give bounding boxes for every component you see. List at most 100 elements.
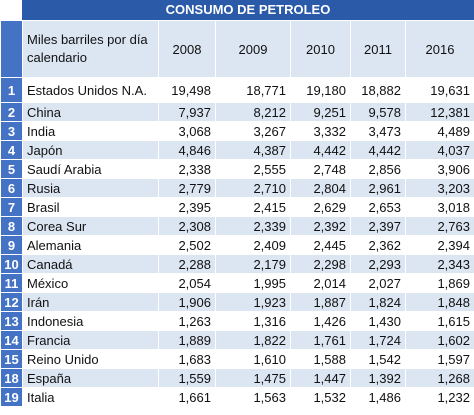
value-cell: 19,498 (158, 77, 216, 103)
rank-cell: 2 (0, 102, 23, 122)
rank-cell: 5 (0, 159, 23, 179)
value-cell: 2,395 (158, 197, 216, 217)
value-cell: 1,761 (290, 330, 351, 350)
value-cell: 2,014 (290, 273, 351, 293)
value-cell: 2,179 (215, 254, 291, 274)
value-cell: 2,804 (290, 178, 351, 198)
value-cell: 1,906 (158, 292, 216, 312)
rank-cell: 8 (0, 216, 23, 236)
name-cell: Japón (22, 140, 159, 160)
table-row: 14 Francia 1,889 1,822 1,761 1,724 1,602 (0, 330, 474, 350)
rank-cell: 6 (0, 178, 23, 198)
value-cell: 1,447 (290, 368, 351, 388)
value-cell: 2010 (290, 20, 351, 78)
table-row: 5 Saudí Arabia 2,338 2,555 2,748 2,856 3,906 (0, 159, 474, 179)
value-cell: 7,937 (158, 102, 216, 122)
value-cell: 2,710 (215, 178, 291, 198)
table-row: 19 Italia 1,661 1,563 1,532 1,486 1,232 (0, 387, 474, 407)
name-cell: Rusia (22, 178, 159, 198)
value-cell: 3,473 (350, 121, 406, 141)
value-cell: 1,610 (215, 349, 291, 369)
value-cell: 18,771 (215, 77, 291, 103)
table-row: 15 Reino Unido 1,683 1,610 1,588 1,542 1,597 (0, 349, 474, 369)
table-row: 6 Rusia 2,779 2,710 2,804 2,961 3,203 (0, 178, 474, 198)
value-cell: 4,387 (215, 140, 291, 160)
value-cell: 1,430 (350, 311, 406, 331)
value-cell: 2,392 (290, 216, 351, 236)
table-row: 3 India 3,068 3,267 3,332 3,473 4,489 (0, 121, 474, 141)
table-row: 12 Irán 1,906 1,923 1,887 1,824 1,848 (0, 292, 474, 312)
rank-cell: 12 (0, 292, 23, 312)
value-cell: 2,555 (215, 159, 291, 179)
value-cell: 2,445 (290, 235, 351, 255)
value-cell: 18,882 (350, 77, 406, 103)
value-cell: 1,923 (215, 292, 291, 312)
rank-cell: 11 (0, 273, 23, 293)
name-cell: Saudí Arabia (22, 159, 159, 179)
name-cell: Indonesia (22, 311, 159, 331)
name-cell: México (22, 273, 159, 293)
value-cell: 3,018 (405, 197, 474, 217)
value-cell: 2,502 (158, 235, 216, 255)
value-cell: 1,232 (405, 387, 474, 407)
value-cell: 2,339 (215, 216, 291, 236)
value-cell: 2,763 (405, 216, 474, 236)
value-cell: 1,486 (350, 387, 406, 407)
value-cell: 3,906 (405, 159, 474, 179)
value-cell: 2,961 (350, 178, 406, 198)
value-cell: 12,381 (405, 102, 474, 122)
value-cell: 1,563 (215, 387, 291, 407)
value-cell: 2,397 (350, 216, 406, 236)
value-cell: 1,824 (350, 292, 406, 312)
name-cell: Francia (22, 330, 159, 350)
table-row: 18 España 1,559 1,475 1,447 1,392 1,268 (0, 368, 474, 388)
value-cell: 2008 (158, 20, 216, 78)
table-row: 10 Canadá 2,288 2,179 2,298 2,293 2,343 (0, 254, 474, 274)
rank-cell: 4 (0, 140, 23, 160)
value-cell: 2,293 (350, 254, 406, 274)
name-cell: Brasil (22, 197, 159, 217)
value-cell: 1,559 (158, 368, 216, 388)
value-cell: 1,475 (215, 368, 291, 388)
value-cell: 1,597 (405, 349, 474, 369)
value-cell: 1,542 (350, 349, 406, 369)
value-cell: 1,683 (158, 349, 216, 369)
table-row: 11 México 2,054 1,995 2,014 2,027 1,869 (0, 273, 474, 293)
name-cell: Alemania (22, 235, 159, 255)
value-cell: 1,392 (350, 368, 406, 388)
value-cell: 3,068 (158, 121, 216, 141)
value-cell: 1,995 (215, 273, 291, 293)
value-cell: 2,856 (350, 159, 406, 179)
value-cell: 4,442 (350, 140, 406, 160)
name-cell: Miles barriles por día calendario (22, 20, 159, 78)
value-cell: 1,615 (405, 311, 474, 331)
value-cell: 1,268 (405, 368, 474, 388)
rank-cell: 7 (0, 197, 23, 217)
value-cell: 19,180 (290, 77, 351, 103)
value-cell: 1,426 (290, 311, 351, 331)
value-cell: 2,394 (405, 235, 474, 255)
value-cell: 4,037 (405, 140, 474, 160)
table-row: 13 Indonesia 1,263 1,316 1,426 1,430 1,615 (0, 311, 474, 331)
value-cell: 2009 (215, 20, 291, 78)
value-cell: 1,724 (350, 330, 406, 350)
value-cell: 2011 (350, 20, 406, 78)
value-cell: 1,532 (290, 387, 351, 407)
name-cell: India (22, 121, 159, 141)
value-cell: 3,267 (215, 121, 291, 141)
name-cell: Estados Unidos N.A. (22, 77, 159, 103)
value-cell: 1,889 (158, 330, 216, 350)
value-cell: 1,602 (405, 330, 474, 350)
value-cell: 9,578 (350, 102, 406, 122)
value-cell: 2,415 (215, 197, 291, 217)
value-cell: 2,027 (350, 273, 406, 293)
value-cell: 2,054 (158, 273, 216, 293)
name-cell: China (22, 102, 159, 122)
value-cell: 4,442 (290, 140, 351, 160)
rank-cell: 15 (0, 349, 23, 369)
value-cell: 2,779 (158, 178, 216, 198)
value-cell: 2,748 (290, 159, 351, 179)
value-cell: 2,298 (290, 254, 351, 274)
value-cell: 4,489 (405, 121, 474, 141)
